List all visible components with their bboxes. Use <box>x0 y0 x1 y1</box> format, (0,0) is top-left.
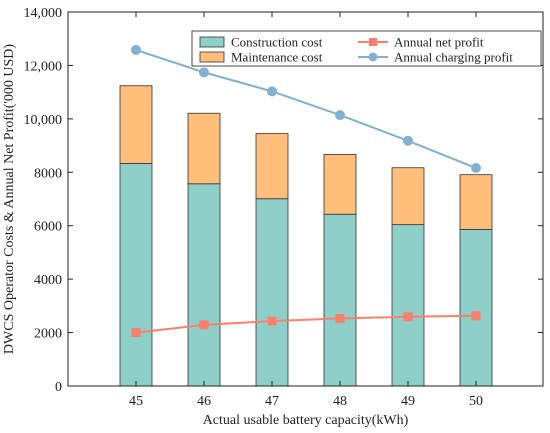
legend-label-annual-net-profit: Annual net profit <box>394 35 484 50</box>
legend-marker-annual-charging-profit <box>368 52 378 62</box>
legend-box <box>191 30 542 67</box>
y-tick-label-8000: 8000 <box>34 166 62 181</box>
bar-maintenance-cost-46 <box>187 112 221 185</box>
point-annual-charging-profit-45 <box>131 44 141 55</box>
point-annual-net-profit-50 <box>471 311 481 321</box>
y-tick-label-12000: 12,000 <box>24 59 63 74</box>
point-annual-charging-profit-48 <box>335 110 345 121</box>
point-annual-charging-profit-47 <box>267 86 277 97</box>
plot-frame <box>67 11 544 387</box>
x-tick-label-46: 46 <box>197 394 211 409</box>
x-tick-label-45: 45 <box>129 394 143 409</box>
legend-label-maintenance-cost: Maintenance cost <box>231 50 323 65</box>
y-tick-label-2000: 2000 <box>34 327 62 342</box>
point-annual-net-profit-46 <box>199 320 209 330</box>
x-axis-label: Actual usable battery capacity(kWh) <box>203 413 409 428</box>
x-tick-label-48: 48 <box>333 394 347 409</box>
legend-marker-annual-net-profit <box>369 38 377 46</box>
y-axis: 0 2000 4000 6000 8000 10,000 12,000 14,000 <box>24 6 543 395</box>
lines-layer <box>131 44 481 338</box>
bar-maintenance-cost-45 <box>119 85 153 164</box>
bar-construction-cost-48 <box>323 213 357 387</box>
point-annual-net-profit-49 <box>403 312 413 322</box>
bars-layer <box>119 85 493 387</box>
x-tick-label-47: 47 <box>265 394 279 409</box>
y-tick-label-0: 0 <box>55 380 62 395</box>
bar-maintenance-cost-50 <box>459 174 493 230</box>
x-tick-label-49: 49 <box>401 394 415 409</box>
bar-construction-cost-47 <box>255 198 289 387</box>
point-annual-charging-profit-46 <box>199 67 209 78</box>
y-tick-label-4000: 4000 <box>34 273 62 288</box>
x-tick-label-50: 50 <box>469 394 483 409</box>
bar-maintenance-cost-48 <box>323 153 357 215</box>
legend-swatch-construction-cost <box>199 36 225 48</box>
y-tick-label-10000: 10,000 <box>24 113 63 128</box>
bar-construction-cost-46 <box>187 183 221 387</box>
point-annual-net-profit-45 <box>131 328 141 338</box>
point-annual-charging-profit-49 <box>403 135 413 146</box>
bar-maintenance-cost-47 <box>255 133 289 200</box>
line-annual-net-profit <box>135 314 477 334</box>
point-annual-charging-profit-50 <box>471 163 481 174</box>
bar-construction-cost-50 <box>459 229 493 387</box>
y-axis-label: DWCS Operator Costs & Annual Net Profit(… <box>2 44 17 354</box>
point-annual-net-profit-48 <box>335 313 345 323</box>
line-annual-charging-profit <box>135 48 477 169</box>
bar-maintenance-cost-49 <box>391 167 425 226</box>
legend-label-annual-charging-profit: Annual charging profit <box>394 50 513 65</box>
x-axis: 45 46 47 48 49 50 <box>129 12 483 409</box>
legend-label-construction-cost: Construction cost <box>231 35 323 50</box>
y-tick-label-14000: 14,000 <box>24 6 63 21</box>
bar-construction-cost-45 <box>119 163 153 387</box>
point-annual-net-profit-47 <box>267 316 277 326</box>
bar-construction-cost-49 <box>391 224 425 387</box>
y-tick-label-6000: 6000 <box>34 220 62 235</box>
legend-swatch-maintenance-cost <box>199 51 225 63</box>
